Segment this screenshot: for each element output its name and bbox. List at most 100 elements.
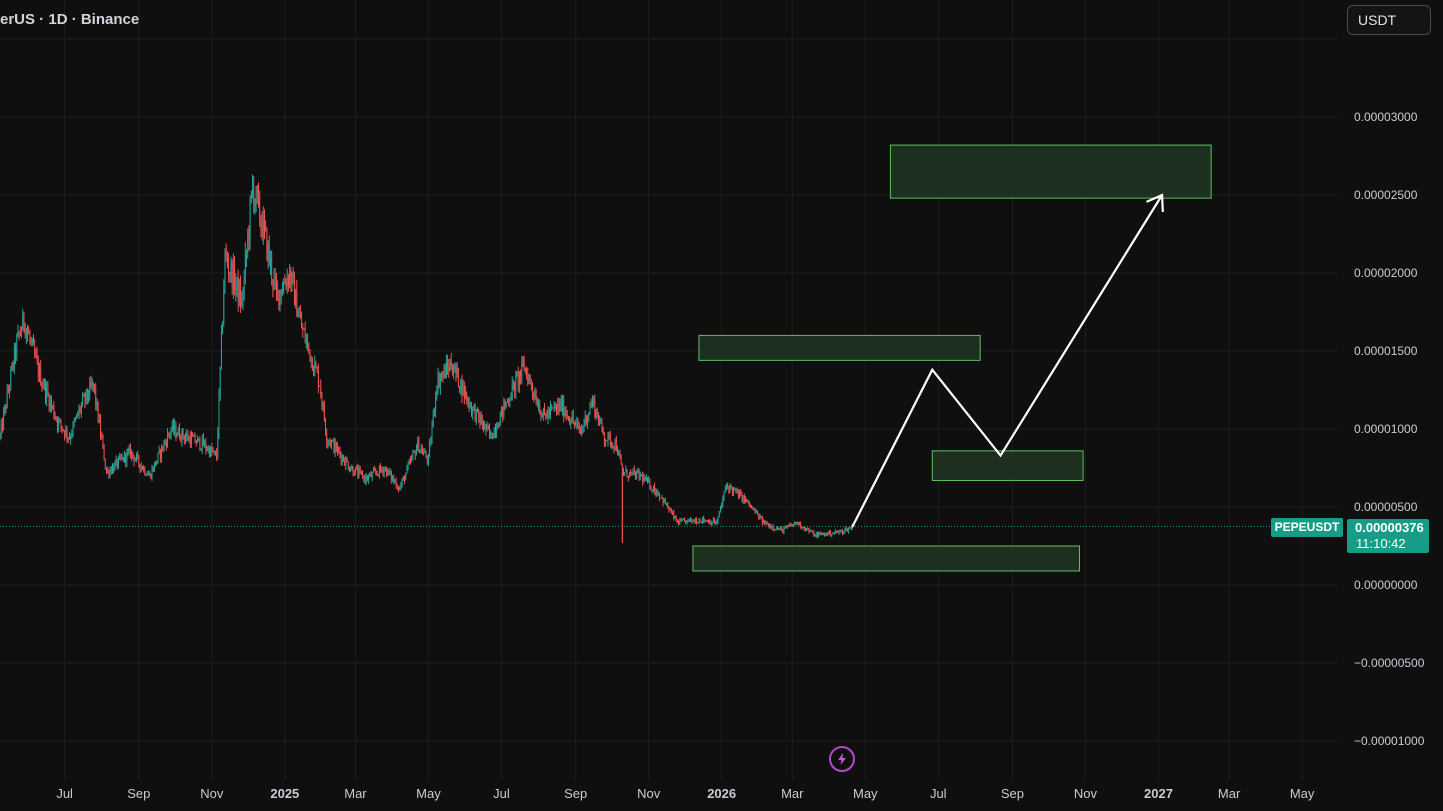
candle-body [582,427,584,429]
candle-body [769,525,770,528]
candle-body [377,473,379,476]
time-tick-label: Mar [1218,786,1241,801]
candle-body [593,398,595,400]
candle [214,450,216,456]
candle-body [423,452,425,455]
candle-body [398,487,399,490]
projection-line[interactable] [851,194,1164,528]
candle [511,376,513,401]
candle-body [576,422,578,424]
candle [137,450,139,460]
candle-body [732,488,733,493]
candle-body [316,367,318,371]
price-zone-1[interactable] [889,144,1212,199]
candle-body [469,406,471,409]
candle [298,306,300,318]
candle [649,477,651,490]
candle-body [295,289,297,306]
candle-body [629,471,630,478]
candle [104,458,106,470]
candle [504,399,506,411]
candle [770,523,772,529]
candle-body [311,357,313,371]
candle-body [101,435,103,439]
candle-body [814,535,816,537]
candle [135,452,137,463]
candle [329,437,331,448]
candle [759,513,761,520]
candle-body [167,433,168,446]
candle-body [811,530,812,532]
candle [128,444,130,455]
drawn-zones[interactable] [692,144,1212,572]
candle [243,269,245,301]
currency-button[interactable]: USDT [1347,5,1431,35]
candle-body [636,471,638,479]
candle [228,252,230,283]
candle-body [535,394,537,405]
price-zone-4[interactable] [692,545,1080,572]
candle [66,426,68,444]
candle-body [828,530,830,535]
candle [262,206,264,245]
candle [603,431,605,447]
candle [550,400,552,420]
candle [196,435,198,444]
candle [772,524,774,532]
candle-body [243,274,245,296]
candle-body [254,201,256,207]
candle-body [113,466,115,471]
candle-body [777,527,779,530]
candle-body [542,408,544,416]
candle-body [365,476,367,482]
candle-body [177,428,179,436]
candle [208,445,210,458]
candle [159,448,161,463]
candle-body [85,389,87,402]
lightning-bolt-button[interactable] [829,746,855,772]
candle-body [186,434,188,438]
candle [716,518,718,525]
candle-body [822,533,824,536]
candle [366,474,368,482]
candle [174,419,176,438]
candle-body [511,384,513,399]
candle-body [358,469,360,476]
price-axis[interactable]: 0.00003000 0.00002500 0.00002000 0.00001500… [1354,110,1425,748]
candle-body [649,479,651,489]
candle [132,451,134,460]
candle [414,450,416,460]
candle-body [259,195,261,222]
candle [413,450,415,453]
candle [182,428,184,440]
candle [293,271,295,306]
candle [797,521,799,526]
candle [256,184,258,204]
candle [37,355,39,383]
candle-body [682,519,684,521]
candle [84,392,86,409]
projection-path[interactable] [851,193,1164,528]
price-zone-3[interactable] [931,450,1084,481]
candle-body [562,399,563,411]
candle [646,476,648,484]
candle [784,525,786,530]
candle [834,529,836,535]
candle-body [268,244,270,263]
time-axis[interactable]: Jul Sep Nov 2025 Mar May Jul Sep Nov 2026 Mar May Ju… [56,786,1315,801]
candle [529,374,531,385]
candle [400,481,402,491]
lightning-bolt-icon [838,753,846,765]
candle [71,429,73,439]
candle-body [219,366,221,394]
candle-body [728,486,730,491]
candle [271,250,273,286]
candle [563,394,565,423]
candle-body [66,429,68,438]
candle-body [820,533,822,535]
price-zone-2[interactable] [698,334,981,361]
candle [661,494,663,499]
candle-body [471,406,472,414]
candle-body [80,404,82,412]
